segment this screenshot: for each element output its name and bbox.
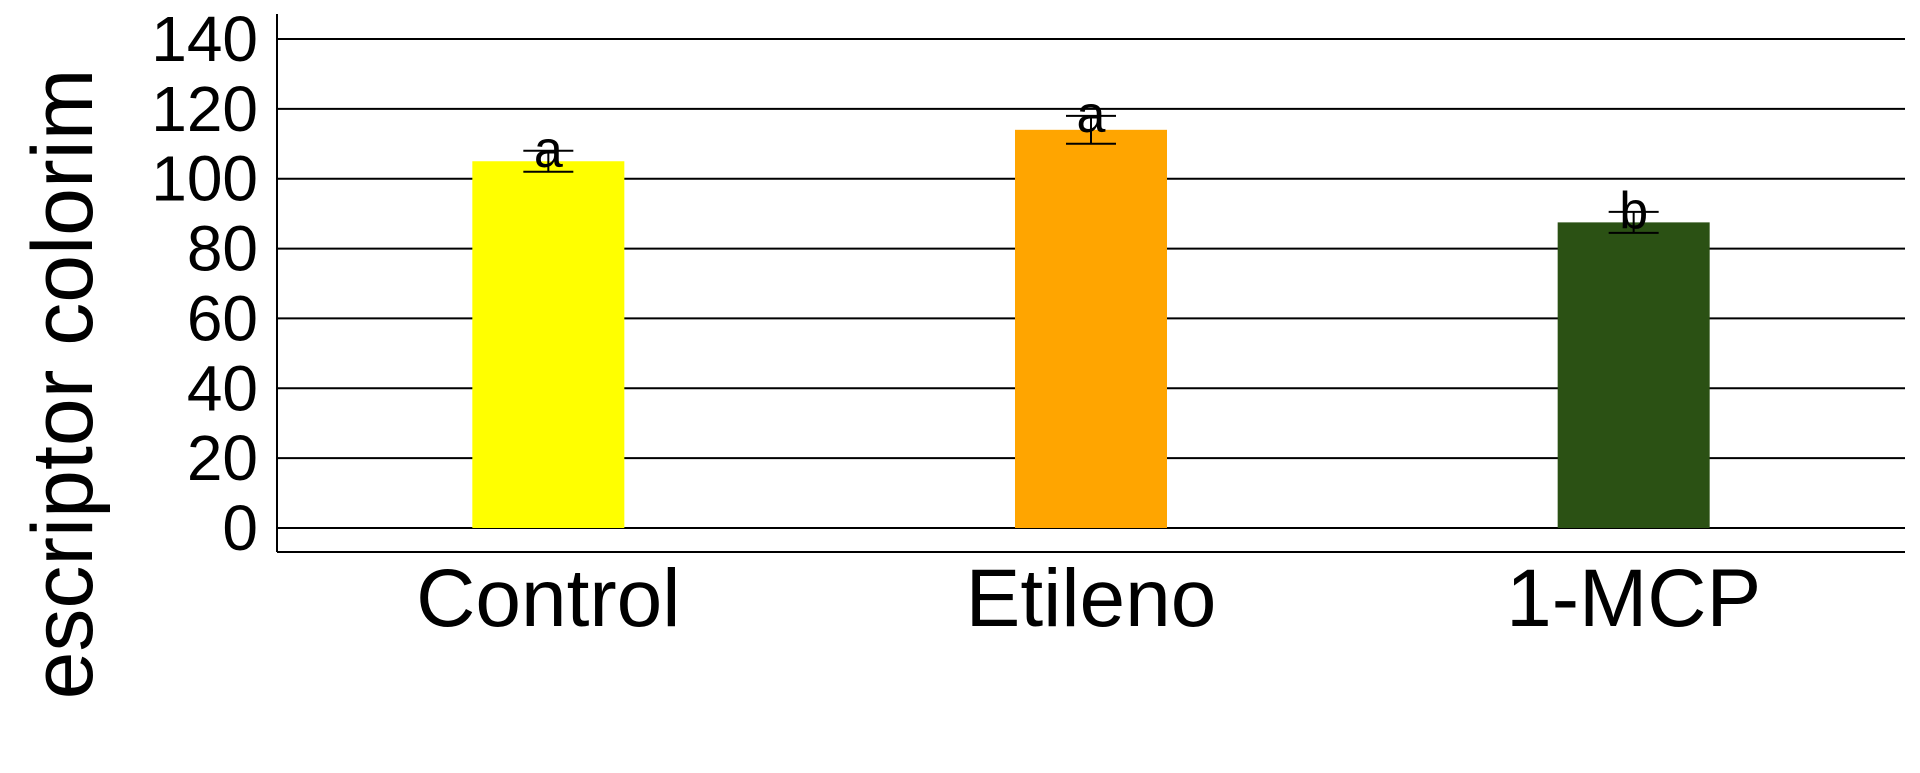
bar-etileno: [1015, 129, 1167, 529]
significance-letter: a: [534, 121, 563, 179]
y-tick-label: 20: [187, 422, 258, 494]
bar-control: [472, 161, 625, 528]
y-tick-label: 100: [151, 143, 258, 215]
y-tick-label: 0: [222, 492, 258, 564]
x-tick-labels: Control Etileno 1-MCP: [416, 553, 1761, 644]
x-tick-label: 1-MCP: [1506, 553, 1761, 644]
error-bars: [523, 114, 1659, 234]
significance-letters: a a b: [534, 86, 1648, 240]
bars: [472, 129, 1710, 529]
error-bar: [1608, 210, 1659, 234]
y-tick-label: 80: [187, 213, 258, 285]
x-tick-label: Etileno: [966, 553, 1217, 644]
x-tick-label: Control: [416, 553, 680, 644]
y-tick-label: 140: [151, 3, 258, 75]
error-bar: [1066, 114, 1116, 145]
y-axis-label: escriptor colorim: [15, 69, 111, 700]
y-tick-label: 120: [151, 73, 258, 145]
significance-letter: a: [1077, 86, 1106, 144]
y-tick-label: 40: [187, 352, 258, 424]
bar-1-mcp: [1557, 222, 1710, 528]
error-bar: [523, 149, 574, 173]
axes: [276, 14, 1905, 553]
significance-letter: b: [1619, 182, 1648, 240]
y-tick-label: 60: [187, 282, 258, 354]
